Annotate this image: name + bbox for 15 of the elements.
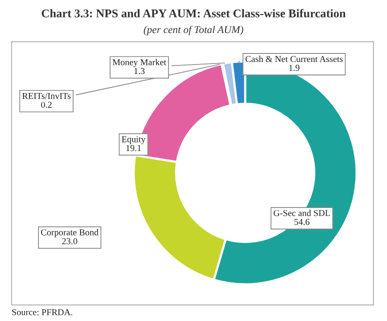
data-label: 1.3 xyxy=(134,68,145,74)
slice-label: Equity xyxy=(122,136,146,144)
slice-label: Corporate Bond xyxy=(41,229,99,238)
source-note: Source: PFRDA. xyxy=(12,309,72,316)
slice-label: Money Market xyxy=(112,58,166,68)
slice-label: REITs/InvITs xyxy=(22,92,71,99)
data-label: 1.9 xyxy=(289,64,300,71)
data-label: 0.2 xyxy=(41,102,52,108)
chart-title: Chart 3.3: NPS and APY AUM: Asset Class-wise Bifurcation xyxy=(42,8,346,18)
data-label: 54.6 xyxy=(294,218,310,225)
data-label: 19.1 xyxy=(126,145,141,152)
slice-label: Cash & Net Current Assets xyxy=(246,56,343,62)
data-label: 23.0 xyxy=(62,238,78,244)
chart-subtitle: (per cent of Total AUM) xyxy=(144,26,244,36)
slice-label: G-Sec and SDL xyxy=(274,210,330,216)
